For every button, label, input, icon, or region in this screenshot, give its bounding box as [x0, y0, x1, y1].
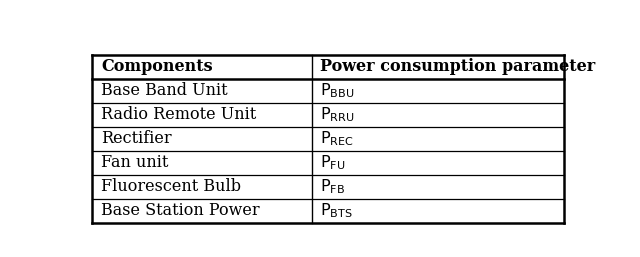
Text: Fluorescent Bulb: Fluorescent Bulb: [101, 178, 241, 195]
Text: Base Station Power: Base Station Power: [101, 202, 260, 219]
Text: Rectifier: Rectifier: [101, 130, 172, 147]
Text: $\mathregular{P}_{\mathregular{BTS}}$: $\mathregular{P}_{\mathregular{BTS}}$: [321, 201, 353, 220]
Text: $\mathregular{P}_{\mathregular{BBU}}$: $\mathregular{P}_{\mathregular{BBU}}$: [321, 81, 355, 100]
Text: Base Band Unit: Base Band Unit: [101, 82, 228, 99]
Text: Power consumption parameter: Power consumption parameter: [321, 58, 596, 75]
Text: Fan unit: Fan unit: [101, 154, 169, 171]
Text: Components: Components: [101, 58, 213, 75]
Text: $\mathregular{P}_{\mathregular{RRU}}$: $\mathregular{P}_{\mathregular{RRU}}$: [321, 105, 355, 124]
Text: $\mathregular{P}_{\mathregular{REC}}$: $\mathregular{P}_{\mathregular{REC}}$: [321, 129, 355, 148]
Text: $\mathregular{P}_{\mathregular{FB}}$: $\mathregular{P}_{\mathregular{FB}}$: [321, 177, 346, 196]
Text: $\mathregular{P}_{\mathregular{FU}}$: $\mathregular{P}_{\mathregular{FU}}$: [321, 153, 346, 172]
Text: Radio Remote Unit: Radio Remote Unit: [101, 106, 257, 123]
